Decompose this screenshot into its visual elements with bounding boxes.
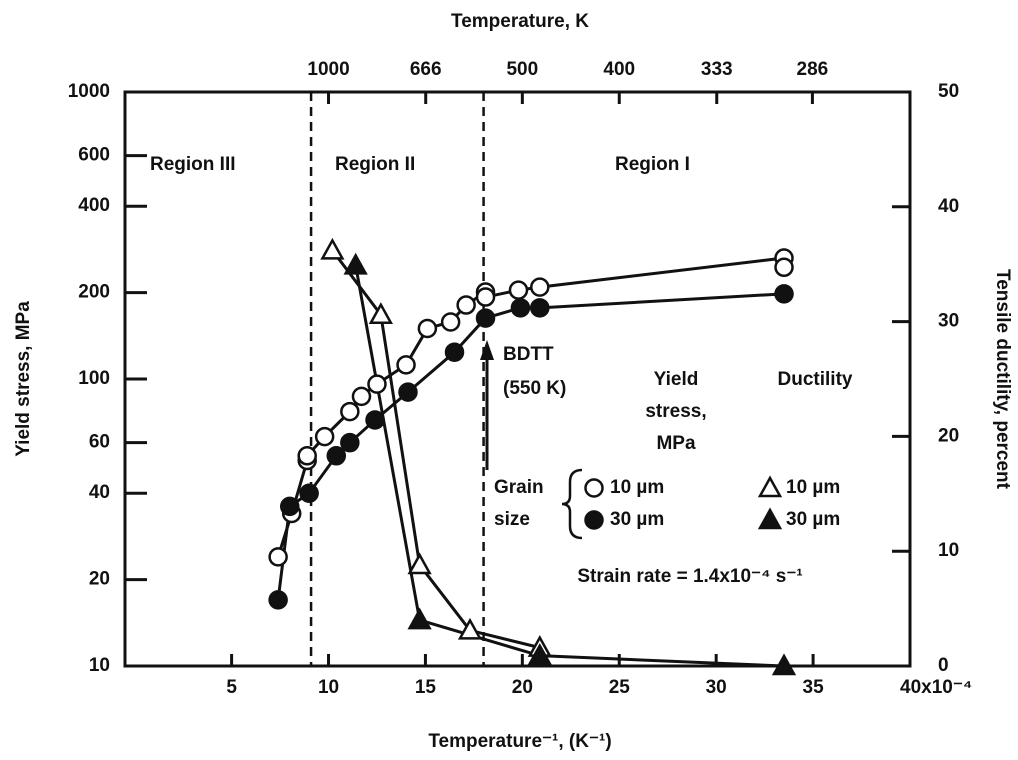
- x-tick-label: 30: [706, 677, 727, 698]
- x2-tick-label: 500: [506, 59, 538, 80]
- strain-rate-note: Strain rate = 1.4x10⁻⁴ s⁻¹: [577, 566, 802, 587]
- bdtt-label: BDTT: [503, 344, 554, 365]
- grain-size-label: Grain: [494, 477, 544, 498]
- y2-tick-label: 10: [938, 540, 959, 561]
- data-point: [268, 590, 288, 610]
- y-tick-label: 600: [78, 145, 110, 166]
- x-tick-label: 25: [609, 677, 631, 698]
- data-point: [407, 552, 432, 575]
- y2-tick-label: 50: [938, 81, 959, 102]
- x-tick-label: 40x10⁻⁴: [900, 677, 972, 698]
- x2-tick-label: 1000: [307, 59, 349, 80]
- y2-tick-label: 40: [938, 196, 959, 217]
- data-point: [444, 342, 465, 362]
- data-point: [508, 280, 529, 300]
- data-point: [475, 308, 496, 328]
- data-point: [365, 410, 385, 430]
- y-tick-label: 20: [89, 569, 110, 590]
- data-point: [268, 547, 288, 567]
- legend-marker: [584, 510, 604, 530]
- legend-label: 30 µm: [786, 509, 840, 530]
- legend-label: 10 µm: [786, 477, 840, 498]
- x2-tick-label: 333: [701, 59, 733, 80]
- data-point: [280, 496, 300, 517]
- y-tick-label: 100: [78, 368, 110, 389]
- data-point: [475, 287, 496, 307]
- data-point: [343, 252, 368, 275]
- x-tick-label: 10: [318, 677, 339, 698]
- x-tick-label: 5: [226, 677, 237, 698]
- legend-heading: Ductility: [778, 369, 853, 390]
- data-point: [351, 386, 372, 407]
- legend-label: 30 µm: [610, 509, 664, 530]
- legend-marker: [757, 475, 783, 498]
- data-point: [510, 298, 531, 318]
- data-point: [417, 318, 438, 339]
- y-tick-label: 60: [89, 432, 110, 453]
- data-point: [297, 446, 317, 466]
- x2-tick-label: 286: [797, 59, 829, 80]
- x-axis-title: Temperature⁻¹, (K⁻¹): [428, 731, 611, 752]
- data-point: [527, 643, 552, 665]
- data-point: [340, 401, 360, 422]
- x2-tick-label: 400: [603, 59, 635, 80]
- region-label: Region II: [335, 154, 415, 175]
- data-point: [456, 295, 476, 315]
- y-axis-title: Yield stress, MPa: [13, 301, 34, 457]
- bdtt-label: (550 K): [503, 378, 566, 399]
- region-label: Region III: [150, 154, 236, 175]
- y-tick-label: 400: [78, 195, 110, 216]
- y-tick-label: 1000: [68, 81, 110, 102]
- data-point: [407, 607, 432, 630]
- legend-brace: [561, 468, 583, 540]
- y2-tick-label: 30: [938, 311, 959, 332]
- data-point: [340, 432, 360, 453]
- x-tick-label: 15: [415, 677, 437, 698]
- y-tick-label: 200: [78, 282, 110, 303]
- data-point: [440, 312, 461, 332]
- bdtt-arrowhead: [480, 340, 494, 360]
- y2-tick-label: 0: [938, 655, 949, 676]
- data-point: [457, 617, 483, 640]
- data-point: [367, 374, 387, 394]
- x-tick-label: 35: [803, 677, 825, 698]
- legend-heading: Yield: [654, 369, 699, 390]
- x2-tick-label: 666: [410, 59, 442, 80]
- data-point: [774, 284, 794, 304]
- y2-axis-title: Tensile ductility, percent: [992, 269, 1013, 490]
- data-point: [320, 237, 345, 260]
- region-label: Region I: [615, 154, 690, 175]
- data-point: [771, 653, 797, 676]
- grain-size-label: size: [494, 509, 530, 530]
- legend-heading: MPa: [656, 433, 696, 454]
- data-point: [396, 355, 416, 375]
- y2-tick-label: 20: [938, 425, 959, 446]
- legend-marker: [757, 507, 783, 530]
- x-tick-label: 20: [512, 677, 533, 698]
- data-point: [326, 446, 347, 466]
- y-tick-label: 10: [89, 655, 110, 676]
- data-point: [398, 382, 418, 402]
- y-tick-label: 40: [89, 482, 110, 503]
- data-point: [368, 302, 393, 324]
- legend-marker: [584, 478, 604, 498]
- legend-label: 10 µm: [610, 477, 664, 498]
- legend-heading: stress,: [645, 401, 706, 422]
- data-point: [530, 298, 550, 318]
- data-point: [299, 483, 319, 503]
- data-point: [314, 426, 335, 447]
- top-axis-title: Temperature, K: [451, 11, 589, 32]
- data-point: [530, 277, 550, 297]
- data-point: [774, 257, 794, 278]
